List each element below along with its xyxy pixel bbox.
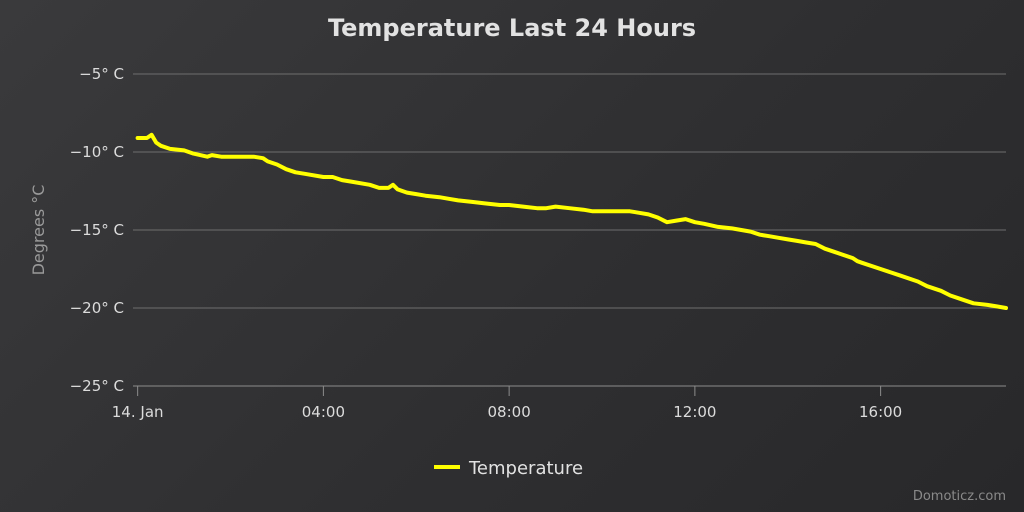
x-tick-label: 12:00 (673, 403, 716, 421)
legend-item-temperature[interactable]: Temperature (468, 458, 583, 479)
y-tick-label: −10° C (70, 143, 124, 161)
x-tick-label: 04:00 (302, 403, 345, 421)
x-axis: 14. Jan 04:00 08:00 12:00 16:00 (112, 386, 902, 421)
y-tick-label: −5° C (79, 65, 124, 83)
grid-lines (133, 73, 1006, 387)
series-line-temperature[interactable] (135, 132, 1008, 310)
x-tick-label: 16:00 (859, 403, 902, 421)
credit-link[interactable]: Domoticz.com (913, 489, 1006, 504)
x-tick-label: 14. Jan (112, 403, 164, 421)
y-axis-label: Degrees °C (29, 185, 48, 276)
y-axis-ticks: −5° C −10° C −15° C −20° C −25° C (70, 65, 124, 395)
legend[interactable]: Temperature (434, 458, 583, 479)
y-tick-label: −15° C (70, 221, 124, 239)
x-tick-label: 08:00 (488, 403, 531, 421)
series-layer (135, 132, 1008, 310)
y-tick-label: −25° C (70, 377, 124, 395)
y-tick-label: −20° C (70, 299, 124, 317)
chart-title: Temperature Last 24 Hours (328, 14, 696, 42)
